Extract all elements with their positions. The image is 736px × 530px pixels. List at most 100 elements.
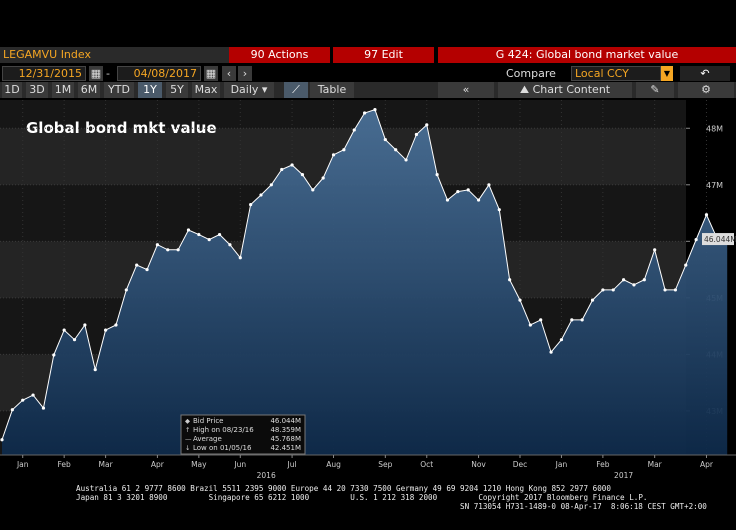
price-point	[539, 318, 543, 322]
range-button[interactable]: YTD	[104, 82, 134, 98]
price-point	[104, 328, 108, 332]
price-point	[570, 318, 574, 322]
price-point	[238, 256, 242, 260]
start-date[interactable]: 12/31/2015	[2, 66, 86, 81]
price-point	[632, 283, 636, 287]
price-point	[259, 193, 263, 197]
price-point	[559, 338, 564, 342]
price-point	[352, 128, 356, 132]
date-separator: -	[106, 67, 110, 80]
price-point	[601, 288, 605, 292]
chart-content-button[interactable]: ⛰ Chart Content	[498, 82, 632, 98]
price-point	[114, 323, 118, 327]
legend-symbol: ↓	[185, 444, 190, 452]
next-button[interactable]: ›	[238, 66, 252, 81]
last-price-label: 46.044M	[704, 235, 736, 244]
footer: Australia 61 2 9777 8600 Brazil 5511 239…	[0, 484, 736, 511]
legend-value: 48.359M	[270, 426, 301, 434]
range-button[interactable]: Max	[192, 82, 220, 98]
footer-line: Japan 81 3 3201 8900 Singapore 65 6212 1…	[76, 493, 648, 502]
price-point	[0, 438, 4, 442]
price-point	[124, 288, 128, 292]
price-point	[166, 248, 170, 252]
prev-button[interactable]: ‹	[222, 66, 236, 81]
range-button[interactable]: 1Y	[138, 82, 162, 98]
price-point	[342, 148, 346, 152]
price-point	[10, 408, 14, 412]
year-label: 2016	[257, 471, 276, 480]
legend-symbol: ↑	[185, 426, 190, 434]
range-button[interactable]: 1M	[52, 82, 74, 98]
chart-icon[interactable]: ⟋	[284, 82, 308, 98]
price-point	[52, 353, 56, 357]
price-point	[590, 298, 595, 302]
end-date[interactable]: 04/08/2017	[117, 66, 201, 81]
legend-value: 42.451M	[270, 444, 301, 452]
chart-title: Global bond mkt value	[26, 119, 217, 137]
legend-symbol: —	[185, 435, 192, 443]
range-button[interactable]: 3D	[26, 82, 48, 98]
price-point	[290, 163, 294, 167]
price-point	[673, 288, 678, 292]
price-point	[21, 398, 25, 402]
price-point	[300, 173, 305, 177]
price-point	[580, 318, 584, 322]
x-tick-label: Aug	[326, 460, 341, 469]
band	[0, 100, 686, 129]
price-point	[269, 183, 273, 187]
price-point	[642, 278, 646, 282]
chart: Global bond mkt value 43M44M45M46M47M48M…	[0, 100, 736, 480]
x-tick-label: Apr	[151, 460, 165, 469]
edit-menu[interactable]: 97 Edit	[333, 47, 434, 63]
x-tick-label: Apr	[700, 460, 714, 469]
x-tick-label: Jul	[287, 460, 297, 469]
calendar-icon[interactable]: ▦	[204, 66, 218, 81]
legend-label: Low on 01/05/16	[193, 444, 252, 452]
range-button[interactable]: 5Y	[166, 82, 188, 98]
collapse-button[interactable]: «	[438, 82, 494, 98]
back-button[interactable]: ↶	[680, 66, 730, 81]
price-point	[186, 228, 191, 232]
price-point	[145, 267, 149, 272]
settings-icon[interactable]: ⚙	[678, 82, 734, 98]
range-row: 1D 3D 1M 6M YTD 1Y 5Y Max Daily ▾ ⟋ Tabl…	[0, 82, 736, 98]
price-point	[197, 232, 201, 237]
price-point	[62, 328, 66, 332]
range-button[interactable]: 1D	[2, 82, 22, 98]
legend-symbol: ◆	[185, 417, 190, 425]
area-fill	[2, 109, 728, 456]
last-price-box	[702, 233, 734, 246]
price-point	[549, 350, 553, 354]
price-point	[663, 288, 667, 292]
page-title: G 424: Global bond market value	[438, 47, 736, 63]
date-row: 12/31/2015 ▦ - 04/08/2017 ▦ ‹ › Compare …	[0, 66, 736, 82]
y-tick-label: 48M	[706, 124, 723, 133]
x-tick-label: May	[191, 460, 207, 469]
calendar-icon[interactable]: ▦	[89, 66, 103, 81]
frequency-menu[interactable]: Daily ▾	[224, 82, 274, 98]
table-button[interactable]: Table	[310, 82, 354, 98]
price-point	[518, 298, 522, 302]
currency-dropdown[interactable]: ▼	[661, 66, 673, 81]
price-point	[528, 323, 532, 327]
x-tick-label: Mar	[648, 460, 663, 469]
price-point	[383, 137, 387, 142]
range-button[interactable]: 6M	[78, 82, 100, 98]
security[interactable]: LEGAMVU Index	[0, 47, 229, 63]
price-point	[31, 393, 35, 397]
actions-menu[interactable]: 90 Actions	[229, 47, 330, 63]
legend-box	[180, 414, 306, 455]
price-point	[394, 148, 398, 152]
currency-field[interactable]: Local CCY	[571, 66, 661, 81]
price-point	[321, 176, 325, 180]
price-point	[435, 173, 439, 177]
x-tick-label: Nov	[471, 460, 486, 469]
x-tick-label: Feb	[58, 460, 72, 469]
price-point	[72, 338, 77, 342]
x-tick-label: Oct	[420, 460, 433, 469]
legend-value: 45.768M	[270, 435, 301, 443]
edit-icon[interactable]: ✎	[636, 82, 674, 98]
price-point	[476, 198, 481, 202]
price-point	[93, 368, 97, 372]
price-point	[207, 238, 211, 242]
